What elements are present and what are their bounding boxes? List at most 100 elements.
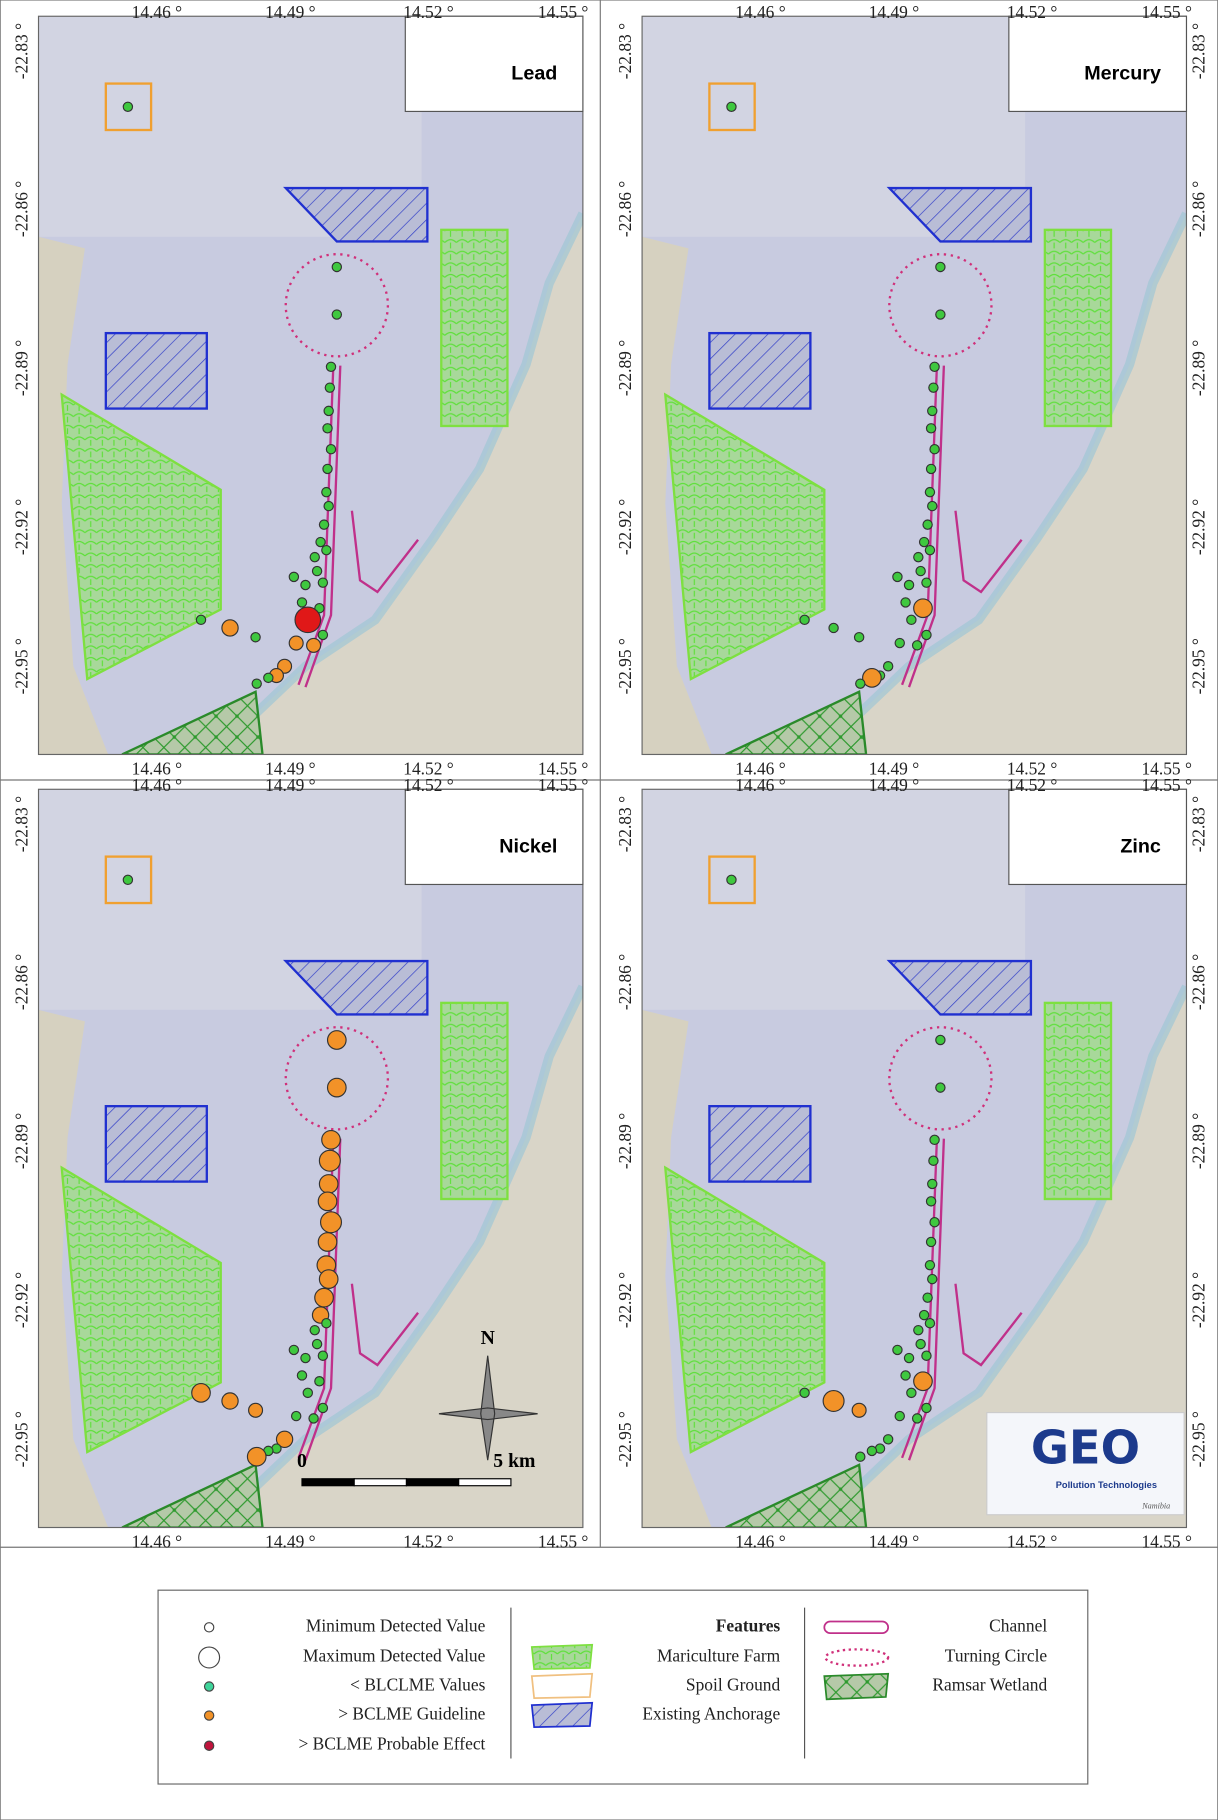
- sample-site: [907, 1388, 916, 1397]
- sample-site: [322, 546, 331, 555]
- sample-site: [326, 362, 335, 371]
- x-tick-label: 14.55 °: [1141, 1532, 1192, 1552]
- x-tick-label: 14.55 °: [538, 775, 589, 795]
- scale-start: 0: [297, 1450, 307, 1472]
- y-tick-label: -22.95 °: [11, 1411, 31, 1467]
- sample-site: [325, 383, 334, 392]
- sample-site: [884, 1435, 893, 1444]
- legend-symbol: [204, 1741, 213, 1750]
- scale-bar: [406, 1479, 458, 1486]
- sample-site: [823, 1391, 844, 1412]
- sample-site: [930, 1135, 939, 1144]
- y-tick-label: -22.83 °: [11, 23, 31, 79]
- sample-site: [319, 520, 328, 529]
- sample-site: [936, 1083, 945, 1092]
- y-tick-label: -22.89 °: [1188, 340, 1208, 396]
- sample-site: [328, 1031, 347, 1050]
- anchorage: [709, 1106, 810, 1181]
- sample-site: [928, 406, 937, 415]
- y-tick-label: -22.86 °: [1188, 954, 1208, 1010]
- sample-site: [930, 445, 939, 454]
- sample-site: [316, 537, 325, 546]
- sample-site: [319, 1175, 338, 1194]
- map: [39, 16, 583, 754]
- x-tick-label: 14.49 °: [265, 775, 316, 795]
- sample-site: [318, 1233, 337, 1252]
- legend: Minimum Detected Value Maximum Detected V…: [158, 1590, 1088, 1784]
- sample-site: [923, 1293, 932, 1302]
- scale-bar: [354, 1479, 406, 1486]
- sample-site: [916, 1339, 925, 1348]
- x-tick-label: 14.49 °: [869, 2, 920, 22]
- y-tick-label: -22.92 °: [615, 1272, 635, 1328]
- x-tick-label: 14.55 °: [1141, 2, 1192, 22]
- logo-mark: Namibia: [1141, 1501, 1170, 1510]
- y-tick-label: -22.89 °: [1188, 1113, 1208, 1169]
- y-tick-label: -22.89 °: [615, 340, 635, 396]
- sample-site: [292, 1411, 301, 1420]
- anchorage: [106, 1106, 207, 1181]
- legend-label: Maximum Detected Value: [303, 1646, 486, 1666]
- map-panel: Mercury14.46 °14.46 °14.49 °14.49 °14.52…: [615, 2, 1208, 779]
- sample-site: [893, 572, 902, 581]
- legend-label: Minimum Detected Value: [306, 1615, 486, 1635]
- sample-site: [318, 578, 327, 587]
- sample-site: [297, 1371, 306, 1380]
- x-tick-label: 14.46 °: [132, 2, 183, 22]
- sample-site: [196, 615, 205, 624]
- sample-site: [867, 1446, 876, 1455]
- legend-label: < BLCLME Values: [350, 1675, 485, 1695]
- sample-site: [930, 1218, 939, 1227]
- y-tick-label: -22.92 °: [615, 499, 635, 555]
- sample-site: [936, 310, 945, 319]
- sample-site: [315, 1288, 334, 1307]
- sample-site: [310, 553, 319, 562]
- sample-site: [922, 578, 931, 587]
- y-tick-label: -22.83 °: [1188, 23, 1208, 79]
- sample-site: [249, 1403, 263, 1417]
- x-tick-label: 14.55 °: [1141, 775, 1192, 795]
- x-tick-label: 14.52 °: [1007, 775, 1058, 795]
- logo-subtitle: Pollution Technologies: [1056, 1480, 1157, 1490]
- y-tick-label: -22.92 °: [1188, 1272, 1208, 1328]
- sample-site: [326, 445, 335, 454]
- sample-site: [123, 875, 132, 884]
- sample-site: [309, 1414, 318, 1423]
- x-tick-label: 14.49 °: [869, 1532, 920, 1552]
- legend-label: > BCLME Probable Effect: [298, 1734, 485, 1754]
- legend-symbol: [204, 1711, 213, 1720]
- x-tick-label: 14.46 °: [735, 1532, 786, 1552]
- sample-site: [247, 1447, 266, 1466]
- x-tick-label: 14.49 °: [265, 1532, 316, 1552]
- sample-site: [929, 383, 938, 392]
- mariculture-farm: [1045, 1003, 1111, 1199]
- y-tick-label: -22.95 °: [1188, 1411, 1208, 1467]
- x-tick-label: 14.49 °: [869, 775, 920, 795]
- sample-site: [926, 1237, 935, 1246]
- sample-site: [310, 1326, 319, 1335]
- sample-site: [856, 679, 865, 688]
- sample-site: [318, 1192, 337, 1211]
- panel-title: Lead: [511, 63, 557, 85]
- panel-title: Mercury: [1084, 63, 1161, 85]
- sample-site: [922, 1351, 931, 1360]
- x-tick-label: 14.46 °: [735, 2, 786, 22]
- sample-site: [800, 615, 809, 624]
- sample-site: [312, 566, 321, 575]
- sample-site: [856, 1452, 865, 1461]
- sample-site: [926, 1197, 935, 1206]
- x-tick-label: 14.46 °: [132, 775, 183, 795]
- sample-site: [928, 501, 937, 510]
- sample-site: [854, 633, 863, 642]
- sample-site: [895, 1411, 904, 1420]
- sample-site: [289, 572, 298, 581]
- sample-site: [925, 1261, 934, 1270]
- sample-site: [727, 102, 736, 111]
- north-label: N: [481, 1327, 495, 1349]
- scale-bar: [459, 1479, 511, 1486]
- legend-symbol: [532, 1674, 592, 1698]
- sample-site: [901, 1371, 910, 1380]
- sample-site: [301, 580, 310, 589]
- figure: Lead 14.46 ° 14.46 ° 14.49 ° 14.49 ° 14.52 ° 1…: [0, 0, 1218, 1820]
- x-tick-label: 14.52 °: [1007, 2, 1058, 22]
